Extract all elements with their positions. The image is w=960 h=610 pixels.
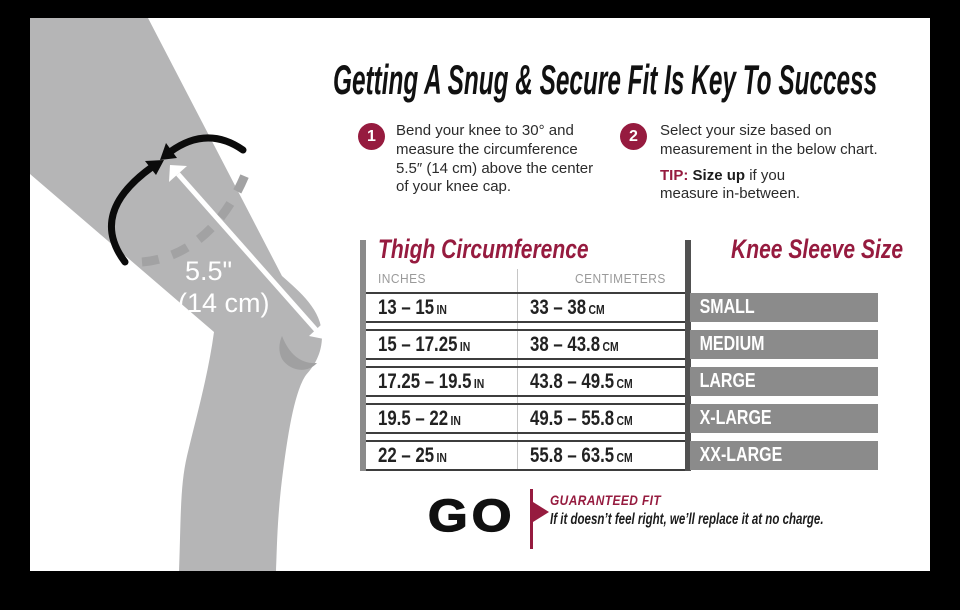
cm-value: 49.5 – 55.8 CM bbox=[530, 407, 633, 430]
chart-left-accent-bar bbox=[360, 240, 366, 471]
cm-unit: CM bbox=[616, 376, 633, 391]
leg-illustration: 5.5" (14 cm) bbox=[30, 18, 324, 571]
column-divider-line bbox=[517, 269, 518, 471]
step-1-line-3: 5.5″ (14 cm) above the center bbox=[396, 159, 594, 177]
step-2-line-2: measurement in the below chart. bbox=[660, 140, 878, 158]
distance-arrow-head-bottom bbox=[309, 324, 324, 339]
tip-line-2: measure in-between. bbox=[660, 185, 801, 203]
size-bar-medium: MEDIUM bbox=[690, 330, 878, 359]
inches-value: 15 – 17.25 IN bbox=[378, 333, 471, 356]
measurement-label-cm: (14 cm) bbox=[178, 288, 270, 318]
leg-shape bbox=[30, 18, 322, 571]
tip-label: TIP: bbox=[660, 166, 689, 184]
cm-unit: CM bbox=[616, 413, 633, 428]
measurement-label-inches: 5.5" bbox=[185, 256, 232, 286]
size-label: X-LARGE bbox=[699, 407, 772, 429]
step-2-badge: 2 bbox=[620, 123, 647, 150]
size-label: XX-LARGE bbox=[699, 444, 783, 466]
size-bar-large: LARGE bbox=[690, 367, 878, 396]
inches-unit: IN bbox=[450, 413, 461, 428]
guarantee-marker-icon bbox=[530, 489, 549, 549]
cm-unit: CM bbox=[588, 302, 605, 317]
table-row: 22 – 25 IN 55.8 – 63.5 CM bbox=[366, 440, 685, 471]
circumference-arrow-left-head bbox=[145, 160, 164, 175]
inches-unit: IN bbox=[459, 339, 471, 354]
page-title: Getting A Snug & Secure Fit Is Key To Su… bbox=[280, 56, 930, 104]
distance-arrow-line bbox=[176, 172, 319, 333]
dashed-measure-ellipse bbox=[141, 168, 252, 267]
circumference-arrow-left bbox=[108, 163, 156, 266]
cm-value: 38 – 43.8 CM bbox=[530, 333, 619, 356]
step-1-text: Bend your knee to 30° and measure the ci… bbox=[396, 122, 593, 197]
page-background: 5.5" (14 cm) Getting A Snug & Secure Fit… bbox=[30, 18, 930, 571]
table-row: 19.5 – 22 IN 49.5 – 55.8 CM bbox=[366, 403, 685, 434]
inches-value: 22 – 25 IN bbox=[378, 444, 447, 467]
go-logo-text: GO bbox=[428, 495, 515, 541]
column-header-inches: INCHES bbox=[378, 271, 426, 286]
table-row: 17.25 – 19.5 IN 43.8 – 49.5 CM bbox=[366, 366, 685, 397]
inches-value: 17.25 – 19.5 IN bbox=[378, 370, 485, 393]
page-title-text: Getting A Snug & Secure Fit Is Key To Su… bbox=[332, 56, 878, 103]
knee-shadow bbox=[279, 336, 317, 370]
step-1-line-4: of your knee cap. bbox=[396, 178, 512, 196]
size-bar-small: SMALL bbox=[690, 293, 878, 322]
guarantee-title: GUARANTEED FIT bbox=[550, 492, 662, 508]
tip-block: TIP: Size up if you measure in-between. bbox=[660, 167, 878, 205]
cm-unit: CM bbox=[616, 450, 633, 465]
inches-unit: IN bbox=[473, 376, 485, 391]
step-2-text: Select your size based on measurement in… bbox=[660, 122, 878, 204]
circumference-arrow-top bbox=[166, 134, 247, 156]
cm-value: 33 – 38 CM bbox=[530, 296, 605, 319]
size-bar-xx-large: XX-LARGE bbox=[690, 441, 878, 470]
inches-value: 13 – 15 IN bbox=[378, 296, 447, 319]
size-chart: Thigh Circumference Knee Sleeve Size INC… bbox=[360, 234, 908, 472]
tip-bold-text: Size up bbox=[692, 166, 746, 184]
size-label: LARGE bbox=[699, 370, 756, 392]
table-row: 13 – 15 IN 33 – 38 CM bbox=[366, 292, 685, 323]
table-row: 15 – 17.25 IN 38 – 43.8 CM bbox=[366, 329, 685, 360]
inches-unit: IN bbox=[436, 450, 447, 465]
cm-value: 43.8 – 49.5 CM bbox=[530, 370, 633, 393]
inches-value: 19.5 – 22 IN bbox=[378, 407, 461, 430]
cm-value: 55.8 – 63.5 CM bbox=[530, 444, 633, 467]
tip-rest-text: if you bbox=[745, 166, 786, 184]
knee-sleeve-size-title-text: Knee Sleeve Size bbox=[731, 234, 904, 264]
size-label: SMALL bbox=[699, 296, 755, 318]
thigh-circumference-title-text: Thigh Circumference bbox=[378, 234, 589, 264]
distance-arrow-head-top bbox=[169, 165, 187, 182]
step-2-line-1: Select your size based on bbox=[660, 122, 832, 139]
size-bar-x-large: X-LARGE bbox=[690, 404, 878, 433]
inches-unit: IN bbox=[436, 302, 447, 317]
step-1-line-2: measure the circumference bbox=[396, 140, 578, 158]
tip-line-1: TIP: Size up if you bbox=[660, 167, 878, 186]
circumference-arrow-top-head bbox=[160, 143, 177, 160]
thigh-circumference-title: Thigh Circumference bbox=[378, 234, 648, 265]
guarantee-text: If it doesn’t feel right, we’ll replace … bbox=[550, 511, 824, 528]
chart-column-separator-bar bbox=[685, 240, 691, 471]
go-logo: GO bbox=[428, 495, 515, 541]
knee-sleeve-size-title: Knee Sleeve Size bbox=[731, 234, 930, 265]
step-1-badge: 1 bbox=[358, 123, 385, 150]
column-header-centimeters: CENTIMETERS bbox=[575, 271, 666, 286]
step-1-line-1: Bend your knee to 30° and bbox=[396, 122, 574, 139]
size-label: MEDIUM bbox=[699, 333, 765, 355]
cm-unit: CM bbox=[602, 339, 619, 354]
